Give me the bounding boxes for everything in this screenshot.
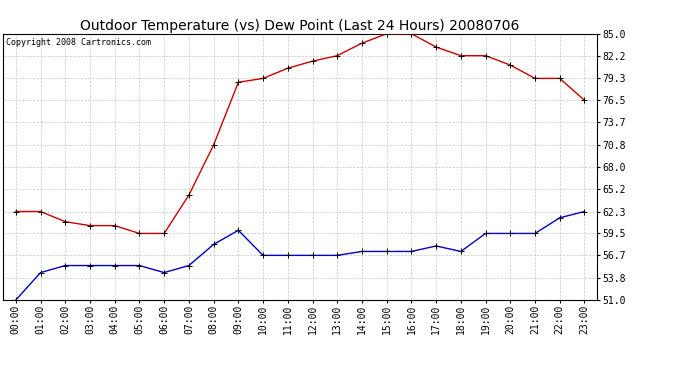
Text: Copyright 2008 Cartronics.com: Copyright 2008 Cartronics.com — [6, 38, 151, 47]
Title: Outdoor Temperature (vs) Dew Point (Last 24 Hours) 20080706: Outdoor Temperature (vs) Dew Point (Last… — [81, 19, 520, 33]
